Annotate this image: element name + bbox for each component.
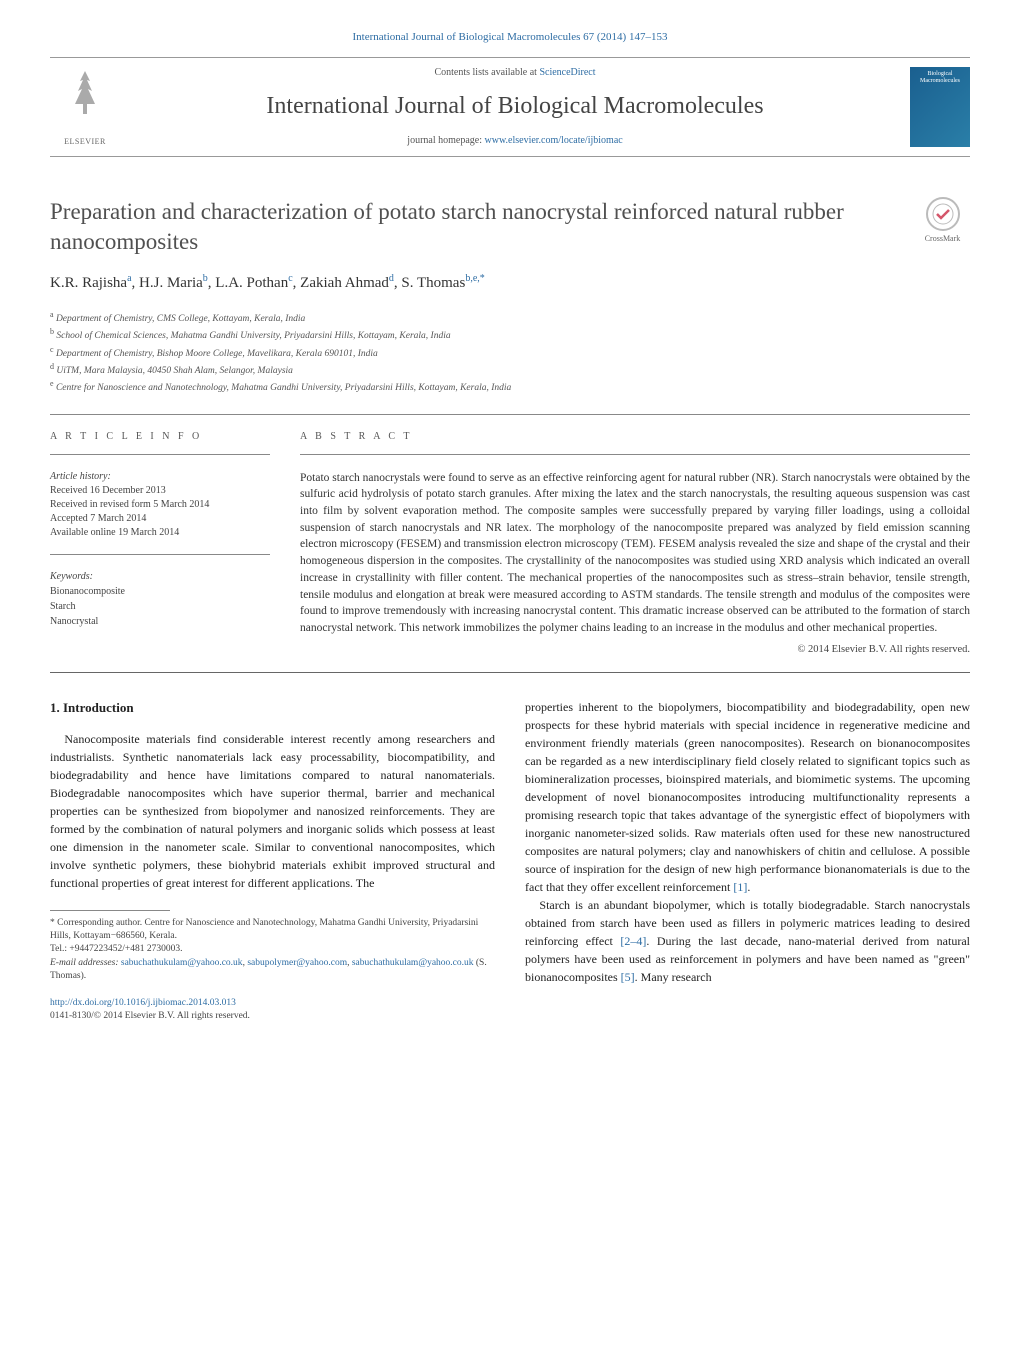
corr-emails: E-mail addresses: sabuchathukulam@yahoo.… bbox=[50, 957, 495, 984]
header-citation: International Journal of Biological Macr… bbox=[50, 30, 970, 45]
author: Zakiah Ahmadd bbox=[300, 275, 394, 291]
author: S. Thomasb,e,* bbox=[401, 275, 484, 291]
author-list: K.R. Rajishaa, H.J. Mariab, L.A. Pothanc… bbox=[50, 272, 970, 294]
contents-prefix: Contents lists available at bbox=[434, 67, 539, 78]
homepage-prefix: journal homepage: bbox=[407, 135, 484, 146]
crossmark-icon bbox=[926, 197, 960, 231]
corr-author-text: * Corresponding author. Centre for Nanos… bbox=[50, 917, 495, 944]
article-title: Preparation and characterization of pota… bbox=[50, 197, 915, 257]
keywords-label: Keywords: bbox=[50, 570, 270, 584]
doi-link[interactable]: http://dx.doi.org/10.1016/j.ijbiomac.201… bbox=[50, 998, 236, 1008]
cover-text-top: Biological bbox=[928, 71, 953, 78]
email-link[interactable]: sabuchathukulam@yahoo.co.uk bbox=[352, 958, 474, 968]
divider bbox=[50, 554, 270, 555]
received-date: Received 16 December 2013 bbox=[50, 484, 270, 498]
corresponding-author-footnote: * Corresponding author. Centre for Nanos… bbox=[50, 917, 495, 983]
author: H.J. Mariab bbox=[139, 275, 208, 291]
corr-tel: Tel.: +9447223452/+481 2730003. bbox=[50, 943, 495, 956]
journal-cover-thumbnail: Biological Macromolecules bbox=[910, 67, 970, 147]
homepage-link[interactable]: www.elsevier.com/locate/ijbiomac bbox=[485, 135, 623, 146]
journal-header: ELSEVIER Contents lists available at Sci… bbox=[50, 57, 970, 157]
reference-link[interactable]: [2–4] bbox=[620, 934, 646, 948]
affiliation: e Centre for Nanoscience and Nanotechnol… bbox=[50, 378, 970, 395]
citation-link[interactable]: International Journal of Biological Macr… bbox=[353, 31, 668, 43]
publisher-logo: ELSEVIER bbox=[50, 67, 120, 147]
journal-name: International Journal of Biological Macr… bbox=[120, 90, 910, 124]
crossmark-label: CrossMark bbox=[925, 233, 961, 244]
keyword: Bionanocomposite bbox=[50, 584, 270, 599]
reference-link[interactable]: [5] bbox=[621, 970, 635, 984]
body-paragraph: properties inherent to the biopolymers, … bbox=[525, 698, 970, 896]
abstract-heading: a b s t r a c t bbox=[300, 430, 970, 444]
keyword: Nanocrystal bbox=[50, 614, 270, 629]
divider bbox=[300, 454, 970, 455]
revised-date: Received in revised form 5 March 2014 bbox=[50, 498, 270, 512]
section-divider bbox=[50, 672, 970, 673]
abstract-text: Potato starch nanocrystals were found to… bbox=[300, 470, 970, 637]
article-info-heading: a r t i c l e i n f o bbox=[50, 430, 270, 444]
footnote-separator bbox=[50, 910, 170, 911]
abstract-copyright: © 2014 Elsevier B.V. All rights reserved… bbox=[300, 643, 970, 658]
homepage-line: journal homepage: www.elsevier.com/locat… bbox=[120, 134, 910, 148]
email-link[interactable]: sabupolymer@yahoo.com bbox=[247, 958, 347, 968]
cover-text-bottom: Macromolecules bbox=[920, 78, 960, 85]
email-link[interactable]: sabuchathukulam@yahoo.co.uk bbox=[121, 958, 243, 968]
author: K.R. Rajishaa bbox=[50, 275, 132, 291]
article-history: Article history: Received 16 December 20… bbox=[50, 470, 270, 540]
body-paragraph: Nanocomposite materials find considerabl… bbox=[50, 730, 495, 892]
sciencedirect-link[interactable]: ScienceDirect bbox=[539, 67, 595, 78]
online-date: Available online 19 March 2014 bbox=[50, 526, 270, 540]
keywords-block: Keywords: Bionanocomposite Starch Nanocr… bbox=[50, 570, 270, 629]
contents-available-line: Contents lists available at ScienceDirec… bbox=[120, 66, 910, 80]
history-label: Article history: bbox=[50, 470, 270, 484]
author: L.A. Pothanc bbox=[215, 275, 292, 291]
keyword: Starch bbox=[50, 599, 270, 614]
body-column-left: 1. Introduction Nanocomposite materials … bbox=[50, 698, 495, 1024]
reference-link[interactable]: [1] bbox=[733, 880, 747, 894]
body-paragraph: Starch is an abundant biopolymer, which … bbox=[525, 896, 970, 986]
crossmark-badge[interactable]: CrossMark bbox=[915, 197, 970, 252]
email-label: E-mail addresses: bbox=[50, 958, 119, 968]
affiliation: c Department of Chemistry, Bishop Moore … bbox=[50, 344, 970, 361]
accepted-date: Accepted 7 March 2014 bbox=[50, 512, 270, 526]
affiliation: b School of Chemical Sciences, Mahatma G… bbox=[50, 326, 970, 343]
publisher-name: ELSEVIER bbox=[64, 136, 106, 147]
article-body: 1. Introduction Nanocomposite materials … bbox=[50, 698, 970, 1024]
divider bbox=[50, 454, 270, 455]
affiliation: d UiTM, Mara Malaysia, 40450 Shah Alam, … bbox=[50, 361, 970, 378]
affiliations: a Department of Chemistry, CMS College, … bbox=[50, 309, 970, 396]
elsevier-tree-icon bbox=[60, 66, 110, 136]
body-column-right: properties inherent to the biopolymers, … bbox=[525, 698, 970, 1024]
footer-meta: http://dx.doi.org/10.1016/j.ijbiomac.201… bbox=[50, 997, 495, 1024]
affiliation: a Department of Chemistry, CMS College, … bbox=[50, 309, 970, 326]
section-heading: 1. Introduction bbox=[50, 698, 495, 718]
issn-copyright: 0141-8130/© 2014 Elsevier B.V. All right… bbox=[50, 1010, 495, 1023]
divider bbox=[50, 414, 970, 415]
